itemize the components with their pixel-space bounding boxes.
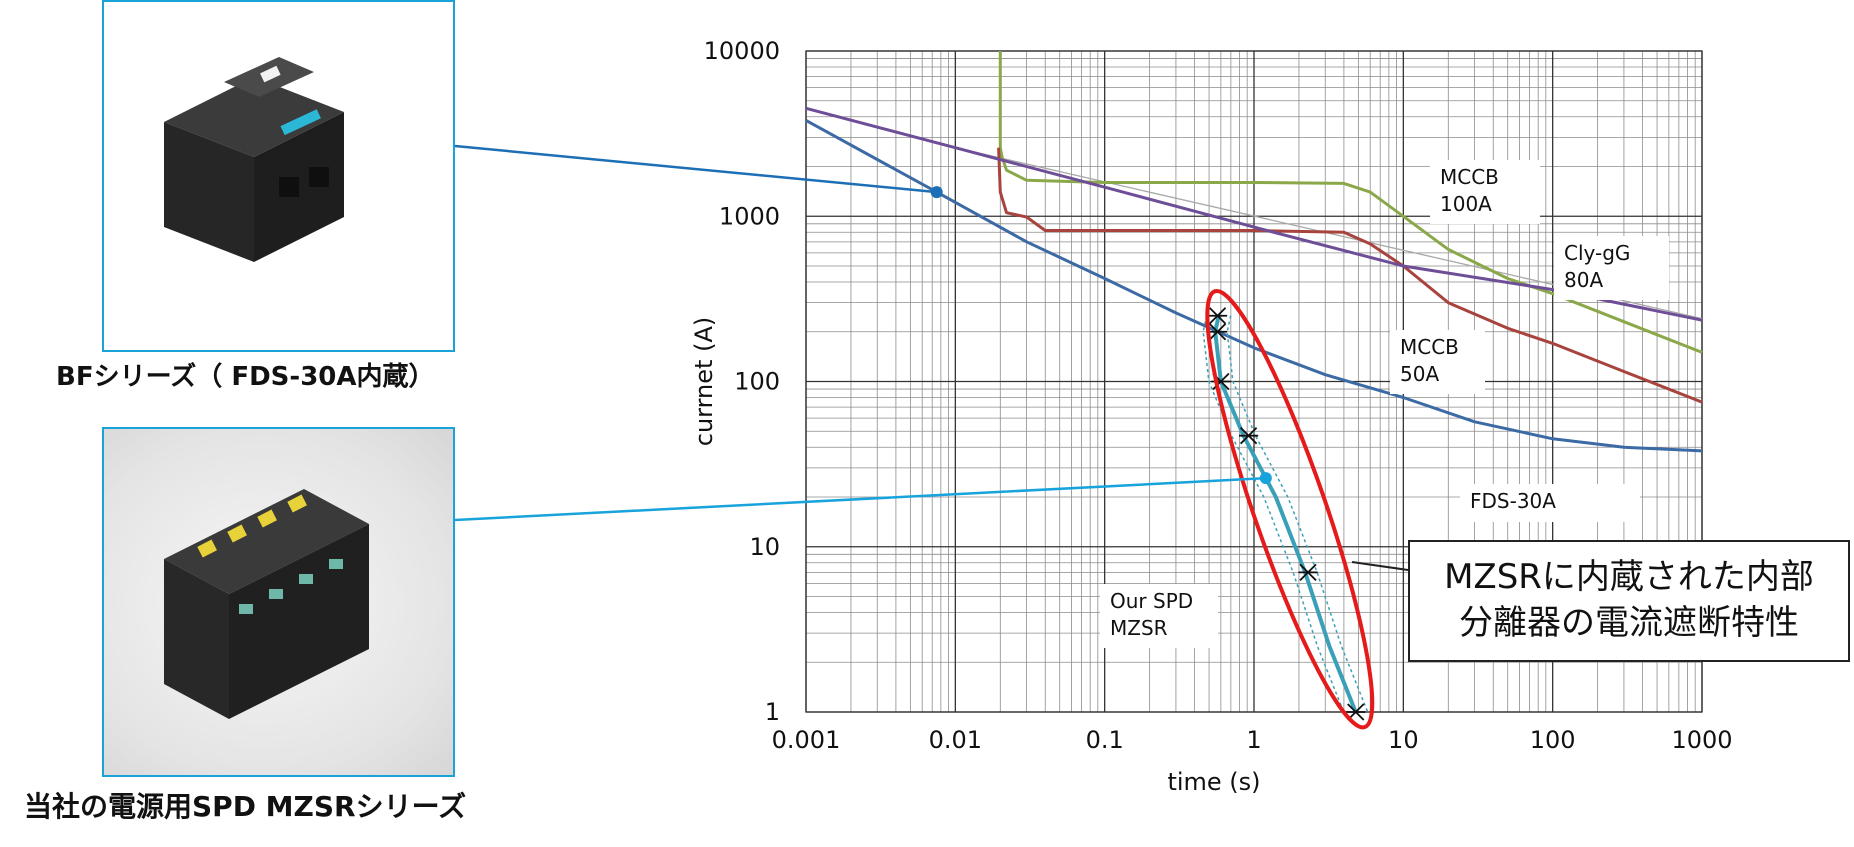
label-background (1460, 484, 1640, 522)
series-line-1 (998, 51, 1703, 354)
y-tick-label: 1 (765, 698, 780, 726)
plot-frame (805, 50, 1703, 713)
bf-pointer-line (454, 144, 937, 194)
separator-callout: MZSRに内蔵された内部 分離器の電流遮断特性 (1408, 540, 1850, 662)
callout-line-1: MZSRに内蔵された内部 (1444, 557, 1814, 597)
series-line-2 (997, 147, 1703, 404)
label-line: Our SPD (1110, 589, 1193, 613)
series-label-0: FDS-30A (1460, 484, 1640, 522)
measured-marker (1238, 427, 1259, 445)
mzsr-pointer-dot (1259, 472, 1272, 485)
x-axis-title: time (s) (1167, 768, 1260, 796)
label-line: MZSR (1110, 616, 1168, 640)
x-tick-label: 100 (1530, 726, 1576, 754)
series-label-4: Our SPD MZSR (1100, 584, 1218, 648)
mzsr-series-product-photo (102, 427, 455, 777)
label-line: FDS-30A (1470, 489, 1556, 513)
label-line: MCCB (1400, 335, 1459, 359)
label-background (1430, 160, 1540, 224)
x-tick-label: 0.1 (1086, 726, 1124, 754)
measured-marker (1298, 563, 1318, 581)
callout-line-2: 分離器の電流遮断特性 (1459, 603, 1799, 643)
x-tick-label: 0.001 (772, 726, 841, 754)
label-background (1554, 236, 1669, 300)
measured-marker (1207, 323, 1228, 341)
bf-pointer-dot (930, 186, 943, 199)
y-tick-label: 1000 (719, 202, 780, 230)
x-tick-label: 10 (1388, 726, 1419, 754)
label-background (1390, 330, 1485, 394)
measured-markers (1207, 307, 1366, 721)
callout-connector (1351, 561, 1409, 571)
series-labels: FDS-30A MCCB 100A MCCB 50A Cly-gG 80A Our SPD MZ… (1100, 160, 1669, 648)
x-tick-label: 1 (1246, 726, 1261, 754)
label-background (1100, 584, 1218, 648)
highlight-ellipse (1205, 288, 1375, 730)
product-pointers (454, 144, 1409, 571)
mzsr-pointer-line (454, 476, 1266, 522)
series-line-3 (805, 106, 1703, 322)
x-tick-label: 0.01 (929, 726, 982, 754)
label-line: MCCB (1440, 165, 1499, 189)
tick-labels: 0.001 0.01 0.1 1 10 100 1000 1 10 100 1000 10000 (704, 37, 1733, 754)
mzsr-series-caption: 当社の電源用SPD MZSRシリーズ (24, 790, 467, 823)
series-label-1: MCCB 100A (1430, 160, 1540, 224)
mzsr-tolerance-band-lower (1202, 315, 1345, 713)
bf-series-product-photo (102, 0, 455, 352)
y-axis-title: currnet (A) (690, 317, 718, 446)
bf-series-caption: BFシリーズ（ FDS-30A内蔵） (56, 362, 435, 392)
series-curves (805, 51, 1703, 713)
series-line-0 (805, 119, 1703, 453)
y-tick-label: 10 (749, 533, 780, 561)
label-line: 50A (1400, 362, 1439, 386)
series-label-2: MCCB 50A (1390, 330, 1485, 394)
series-label-3: Cly-gG 80A (1554, 236, 1669, 300)
series-line-4 (1213, 315, 1358, 713)
y-tick-label: 100 (734, 368, 780, 396)
x-tick-label: 1000 (1671, 726, 1732, 754)
label-line: Cly-gG (1564, 241, 1630, 265)
mzsr-tolerance-band-upper (1226, 315, 1369, 713)
y-tick-label: 10000 (704, 37, 780, 65)
label-line: 100A (1440, 192, 1492, 216)
measured-marker (1207, 307, 1228, 325)
label-line: 80A (1564, 268, 1603, 292)
